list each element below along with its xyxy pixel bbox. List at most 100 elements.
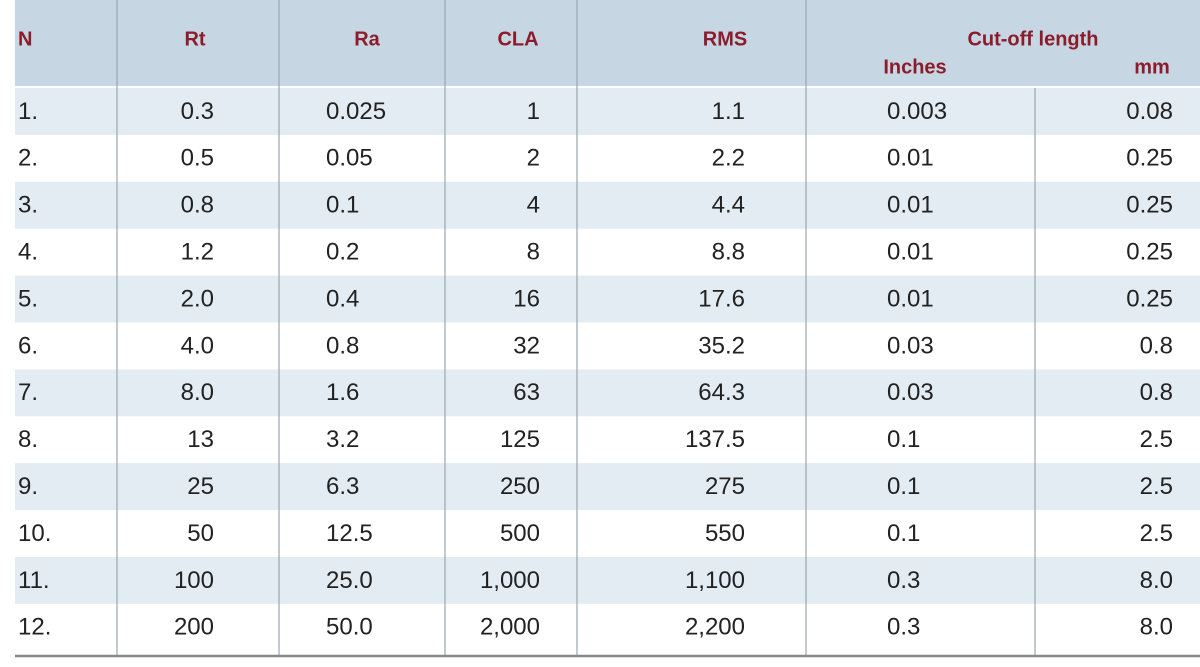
header-cell: Ra xyxy=(354,28,380,50)
cell: 0.01 xyxy=(887,145,934,172)
cell: 1 xyxy=(527,98,540,125)
cell: 0.01 xyxy=(887,238,934,265)
cell: 0.25 xyxy=(1126,145,1173,172)
header-cell: N xyxy=(18,28,32,50)
cell: 0.8 xyxy=(326,332,359,359)
row-background xyxy=(15,463,1200,511)
cell: 1.6 xyxy=(326,379,359,406)
cell: 2.5 xyxy=(1140,520,1173,547)
header-cell: CLA xyxy=(497,28,538,50)
cell: 9. xyxy=(18,473,38,500)
cell: 2.2 xyxy=(712,145,745,172)
cell: 0.5 xyxy=(181,145,214,172)
cell: 8 xyxy=(527,238,540,265)
cell: 64.3 xyxy=(698,379,745,406)
cell: 2.5 xyxy=(1140,426,1173,453)
cell: 0.01 xyxy=(887,192,934,219)
cell: 0.1 xyxy=(887,426,920,453)
cell: 8.0 xyxy=(1140,567,1173,594)
cell: 2. xyxy=(18,145,38,172)
cell: 11. xyxy=(18,567,50,594)
sub-header: mm xyxy=(1134,56,1170,78)
cell: 0.05 xyxy=(326,145,373,172)
cell: 8.0 xyxy=(181,379,214,406)
cell: 4 xyxy=(527,192,540,219)
cell: 25.0 xyxy=(326,567,373,594)
cell: 7. xyxy=(18,379,38,406)
cell: 2.5 xyxy=(1140,473,1173,500)
cell: 4.0 xyxy=(181,332,214,359)
header-cell: RMS xyxy=(703,28,747,50)
cell: 3. xyxy=(18,192,38,219)
cell: 2.0 xyxy=(181,285,214,312)
cell: 0.4 xyxy=(326,285,359,312)
cell: 10. xyxy=(18,520,51,547)
table-body: 1. 0.3 0.025 1 1. 1 0.003 0.08 2. 0.5 0.05 2 2.2 0.01… xyxy=(15,88,1200,641)
cell: 0.003 xyxy=(887,98,947,125)
cell: 0.25 xyxy=(1126,192,1173,219)
cell: 0.01 xyxy=(887,285,934,312)
row-background xyxy=(15,369,1200,417)
row-background xyxy=(15,88,1200,135)
cell: 0.03 xyxy=(887,332,934,359)
cell: 0.3 xyxy=(887,567,920,594)
cell: 50 xyxy=(187,520,214,547)
cell: 8.0 xyxy=(1140,614,1173,641)
cell: 0.1 xyxy=(887,520,920,547)
cell: 1.2 xyxy=(181,238,214,265)
cell: 6.3 xyxy=(326,473,359,500)
sub-header: Inches xyxy=(883,56,946,78)
cell: 100 xyxy=(174,567,214,594)
cell: 0.3 xyxy=(887,614,920,641)
cell: 0.08 xyxy=(1126,98,1173,125)
cell: 32 xyxy=(513,332,540,359)
header-background xyxy=(15,0,1200,86)
cell: 0.025 xyxy=(326,98,386,125)
cell: 1. xyxy=(18,98,38,125)
cell: 0.1 xyxy=(326,192,359,219)
cell: 16 xyxy=(513,285,540,312)
row-background xyxy=(15,181,1200,229)
header-cell: Rt xyxy=(184,28,205,50)
grid-lines xyxy=(116,0,1036,655)
cell: 13 xyxy=(187,426,214,453)
cell: 25 xyxy=(187,473,214,500)
cell: 50.0 xyxy=(326,614,373,641)
cell: 0.03 xyxy=(887,379,934,406)
cell: 12.5 xyxy=(326,520,373,547)
cell: 5. xyxy=(18,285,38,312)
cell: 8.8 xyxy=(712,238,745,265)
cell: 0.8 xyxy=(1140,379,1173,406)
cell: 0.8 xyxy=(181,192,214,219)
cell: 1,100 xyxy=(685,567,745,594)
cell: 0.2 xyxy=(326,238,359,265)
cell: 1,000 xyxy=(480,567,540,594)
cell: 200 xyxy=(174,614,214,641)
cell: 35.2 xyxy=(698,332,745,359)
cell: 125 xyxy=(500,426,540,453)
cell: 250 xyxy=(500,473,540,500)
cell: 0.3 xyxy=(181,98,214,125)
cell: 63 xyxy=(513,379,540,406)
cell: 2,200 xyxy=(685,614,745,641)
cell: 6. xyxy=(18,332,38,359)
cell: 550 xyxy=(705,520,745,547)
cell: 17.6 xyxy=(698,285,745,312)
cell: 275 xyxy=(705,473,745,500)
cell: 0.25 xyxy=(1126,285,1173,312)
cell: 500 xyxy=(500,520,540,547)
cell: 0.8 xyxy=(1140,332,1173,359)
cell: 0.25 xyxy=(1126,238,1173,265)
row-background xyxy=(15,275,1200,323)
cell: 2 xyxy=(527,145,540,172)
cell: 4.4 xyxy=(712,192,745,219)
cell: 3.2 xyxy=(326,426,359,453)
row-background xyxy=(15,557,1200,604)
cell: 2,000 xyxy=(480,614,540,641)
cell: 4. xyxy=(18,238,38,265)
cell: 0.1 xyxy=(887,473,920,500)
cell: 137.5 xyxy=(685,426,745,453)
group-header: Cut-off length xyxy=(967,28,1098,50)
cell: 12. xyxy=(18,614,51,641)
